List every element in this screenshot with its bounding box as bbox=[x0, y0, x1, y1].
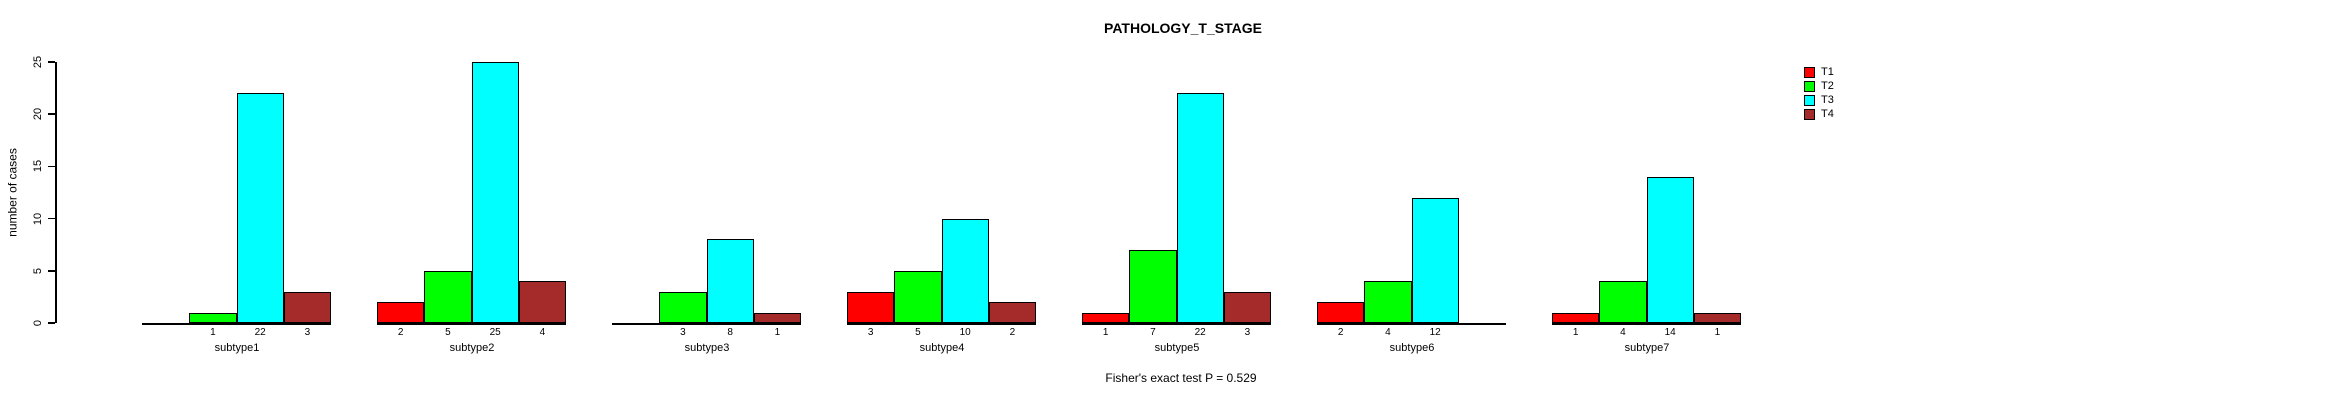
bar-t3-subtype5 bbox=[1176, 93, 1224, 323]
bar-value-label: 2 bbox=[397, 327, 404, 338]
bar-t3-subtype2 bbox=[471, 62, 519, 323]
legend-item-t4: T4 bbox=[1804, 107, 1834, 121]
bar-t2-subtype6 bbox=[1364, 281, 1412, 323]
bar-value-label: 1 bbox=[210, 327, 216, 338]
bar-t4-subtype4 bbox=[988, 302, 1036, 323]
bar-value-label: 22 bbox=[1194, 327, 1206, 338]
bar-value-label: 2 bbox=[1009, 327, 1016, 338]
bar-value-label: 3 bbox=[867, 327, 874, 338]
bar-value-label: 5 bbox=[915, 327, 921, 338]
bar-value-label: 3 bbox=[304, 327, 311, 338]
bar-value-label: 1 bbox=[774, 327, 781, 338]
bar-t1-subtype7 bbox=[1552, 312, 1600, 323]
bar-t3-subtype6 bbox=[1411, 197, 1459, 323]
y-tick-label: 25 bbox=[32, 55, 44, 69]
x-axis-baseline bbox=[847, 323, 1036, 325]
category-label-subtype1: subtype1 bbox=[214, 342, 260, 354]
bar-t4-subtype1 bbox=[283, 291, 331, 323]
bar-value-label: 1 bbox=[1102, 327, 1109, 338]
legend-label: T2 bbox=[1821, 79, 1834, 92]
bar-value-label: 8 bbox=[727, 327, 733, 338]
bar-value-label: 10 bbox=[959, 327, 971, 338]
bar-t3-subtype7 bbox=[1646, 176, 1694, 323]
bar-t3-subtype3 bbox=[706, 239, 754, 323]
legend: T1 T2 T3 T4 bbox=[1804, 65, 1834, 121]
y-tick-label: 20 bbox=[32, 108, 44, 121]
bar-t3-subtype1 bbox=[236, 93, 284, 323]
bar-t2-subtype5 bbox=[1129, 249, 1177, 323]
bar-value-label: 3 bbox=[1244, 327, 1251, 338]
y-tick-label: 10 bbox=[32, 212, 44, 225]
bar-value-label: 5 bbox=[445, 327, 451, 338]
y-tick-mark bbox=[48, 113, 55, 115]
category-label-subtype7: subtype7 bbox=[1624, 342, 1670, 354]
bar-value-label: 1 bbox=[1714, 327, 1721, 338]
legend-item-t2: T2 bbox=[1804, 79, 1834, 93]
bar-value-label: 3 bbox=[680, 327, 686, 338]
bar-value-label: 4 bbox=[539, 327, 546, 338]
category-label-subtype4: subtype4 bbox=[919, 342, 965, 354]
bar-t2-subtype3 bbox=[659, 291, 707, 323]
category-label-subtype3: subtype3 bbox=[684, 342, 730, 354]
chart-title: PATHOLOGY_T_STAGE bbox=[1104, 20, 1262, 36]
y-tick-label: 15 bbox=[32, 160, 44, 173]
legend-label: T1 bbox=[1821, 65, 1834, 78]
x-axis-baseline bbox=[1082, 323, 1271, 325]
legend-label: T4 bbox=[1821, 107, 1834, 120]
bar-t4-subtype7 bbox=[1693, 312, 1741, 323]
x-axis-baseline bbox=[377, 323, 566, 325]
x-axis-baseline bbox=[1317, 323, 1506, 325]
bar-t4-subtype5 bbox=[1223, 291, 1271, 323]
legend-swatch-t4 bbox=[1804, 108, 1815, 120]
y-tick-mark bbox=[48, 165, 55, 168]
legend-swatch-t1 bbox=[1804, 66, 1815, 78]
x-axis-baseline bbox=[142, 323, 331, 325]
bar-value-label: 12 bbox=[1429, 327, 1441, 338]
bar-value-label: 4 bbox=[1620, 327, 1626, 338]
legend-swatch-t2 bbox=[1804, 80, 1815, 92]
bar-t1-subtype4 bbox=[847, 291, 895, 323]
legend-swatch-t3 bbox=[1804, 94, 1815, 106]
category-label-subtype6: subtype6 bbox=[1389, 342, 1435, 354]
bar-value-label: 25 bbox=[489, 327, 501, 338]
bar-value-label: 22 bbox=[254, 327, 266, 338]
bar-t4-subtype2 bbox=[518, 281, 566, 323]
bar-t2-subtype1 bbox=[189, 312, 237, 323]
y-tick-mark bbox=[48, 217, 55, 220]
bar-t4-subtype3 bbox=[753, 312, 801, 323]
y-tick-label: 5 bbox=[32, 267, 44, 274]
bar-value-label: 1 bbox=[1572, 327, 1579, 338]
y-tick-mark bbox=[48, 61, 55, 63]
x-axis-baseline bbox=[1552, 323, 1741, 325]
bar-value-label: 14 bbox=[1664, 327, 1676, 338]
bar-t2-subtype2 bbox=[424, 270, 472, 323]
y-tick-mark bbox=[48, 322, 55, 324]
bar-value-label: 7 bbox=[1150, 327, 1156, 338]
y-tick-label: 0 bbox=[32, 319, 44, 327]
fisher-test-annotation: Fisher's exact test P = 0.529 bbox=[1105, 371, 1257, 385]
x-axis-baseline bbox=[612, 323, 801, 325]
bar-t3-subtype4 bbox=[941, 218, 989, 323]
category-label-subtype2: subtype2 bbox=[449, 342, 495, 354]
bar-value-label: 4 bbox=[1385, 327, 1391, 338]
bar-t1-subtype6 bbox=[1317, 302, 1365, 323]
y-tick-mark bbox=[48, 270, 55, 272]
bar-t1-subtype5 bbox=[1082, 312, 1130, 323]
bar-t2-subtype4 bbox=[894, 270, 942, 323]
y-axis-line bbox=[55, 62, 57, 323]
bar-t1-subtype2 bbox=[377, 302, 425, 323]
legend-item-t1: T1 bbox=[1804, 65, 1834, 79]
bar-t2-subtype7 bbox=[1599, 281, 1647, 323]
legend-label: T3 bbox=[1821, 93, 1834, 106]
y-axis-title: number of cases bbox=[5, 148, 20, 237]
legend-item-t3: T3 bbox=[1804, 93, 1834, 107]
bar-value-label: 2 bbox=[1337, 327, 1344, 338]
category-label-subtype5: subtype5 bbox=[1154, 342, 1200, 354]
